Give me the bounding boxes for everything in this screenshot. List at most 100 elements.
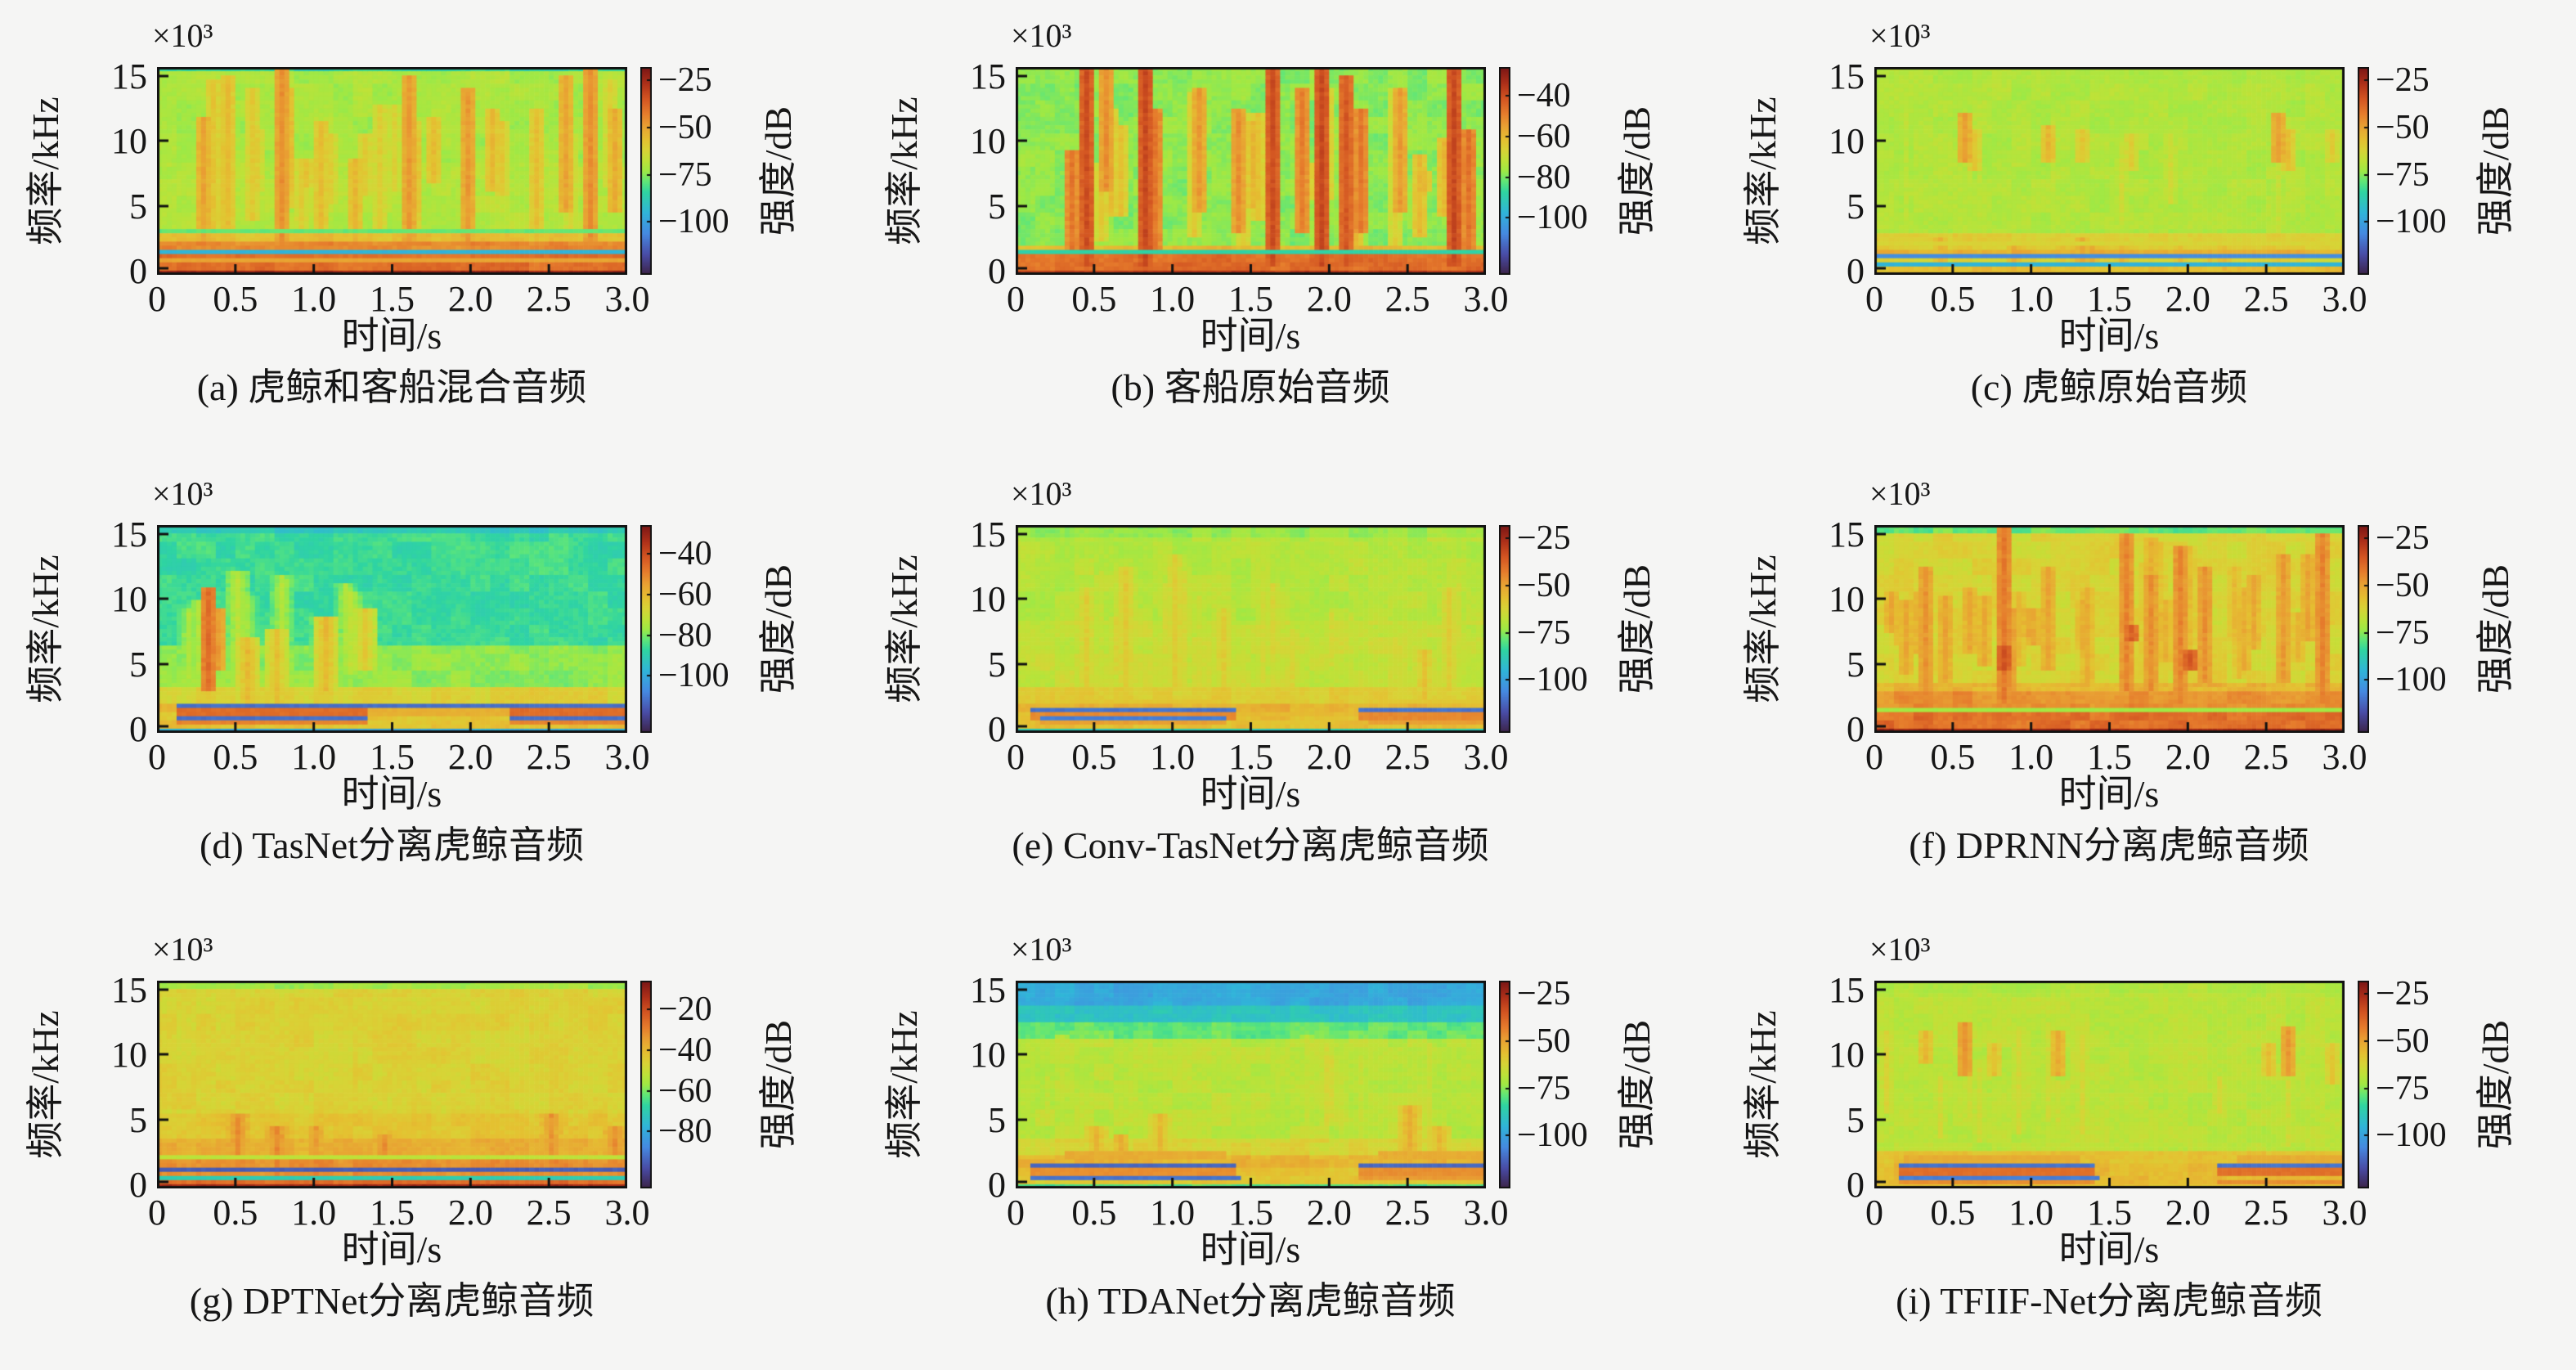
colorbar-tick-label: −75 bbox=[1517, 1069, 1571, 1107]
x-tick-label: 1.0 bbox=[2008, 1193, 2054, 1233]
x-tick-label: 0.5 bbox=[1930, 279, 1976, 319]
x-tick-label: 0 bbox=[1865, 279, 1883, 319]
x-tick-label: 2.0 bbox=[2165, 1193, 2210, 1233]
colorbar-tick-label: −100 bbox=[658, 657, 729, 695]
x-tick-label: 2.5 bbox=[2243, 279, 2289, 319]
colorbar-tick-label: −50 bbox=[1517, 1022, 1571, 1060]
y-tick-label: 10 bbox=[970, 1035, 1006, 1075]
colorbar bbox=[1499, 981, 1510, 1188]
y-tick-label: 5 bbox=[1847, 645, 1865, 685]
x-tick-label: 3.0 bbox=[604, 1193, 650, 1233]
y-tick-label: 15 bbox=[111, 56, 147, 97]
colorbar-tick-label: −100 bbox=[1517, 661, 1588, 699]
x-tick-label: 2.5 bbox=[2243, 1193, 2289, 1233]
x-tick-label: 1.5 bbox=[370, 1193, 415, 1233]
spectrogram-panel-i: ×10³ 频率/kHz 时间/s 强度/dB (i) TFIIF-Net分离虎鲸… bbox=[1717, 914, 2576, 1370]
panel-caption: (h) TDANet分离虎鲸音频 bbox=[1045, 1280, 1456, 1322]
x-tick-label: 1.0 bbox=[291, 279, 337, 319]
colorbar-tick-label: −40 bbox=[658, 534, 712, 573]
spectrogram-canvas bbox=[1874, 525, 2345, 733]
y-tick-label: 15 bbox=[1829, 56, 1865, 97]
x-tick-label: 1.5 bbox=[1228, 279, 1273, 319]
y-tick-label: 0 bbox=[129, 709, 147, 749]
spectrogram-canvas bbox=[1874, 981, 2345, 1188]
colorbar-tick-label: −80 bbox=[658, 616, 712, 654]
colorbar-tick-label: −80 bbox=[1517, 158, 1571, 196]
y-tick-label: 15 bbox=[970, 514, 1006, 555]
x-tick-label: 3.0 bbox=[604, 279, 650, 319]
colorbar bbox=[640, 981, 652, 1188]
colorbar-tick-label: −100 bbox=[1517, 199, 1588, 237]
x-tick-label: 0 bbox=[1007, 737, 1025, 777]
y-axis-exponent: ×10³ bbox=[152, 931, 213, 968]
panel-caption: (c) 虎鲸原始音频 bbox=[1970, 366, 2248, 408]
x-tick-label: 0 bbox=[148, 737, 166, 777]
panel-caption: (i) TFIIF-Net分离虎鲸音频 bbox=[1896, 1280, 2322, 1322]
y-tick-label: 0 bbox=[1847, 1165, 1865, 1205]
panel-caption: (d) TasNet分离虎鲸音频 bbox=[200, 824, 584, 866]
x-tick-label: 1.5 bbox=[370, 737, 415, 777]
colorbar-tick-label: −100 bbox=[2376, 1116, 2447, 1155]
y-tick-label: 10 bbox=[111, 121, 147, 161]
colorbar-label: 强度/dB bbox=[757, 106, 799, 236]
y-tick-label: 5 bbox=[129, 186, 147, 227]
y-tick-label: 10 bbox=[111, 579, 147, 619]
y-tick-label: 0 bbox=[988, 1165, 1006, 1205]
spectrogram-panel-b: ×10³ 频率/kHz 时间/s 强度/dB (b) 客船原始音频 15 10 5 0… bbox=[859, 0, 1717, 456]
colorbar bbox=[1499, 67, 1510, 275]
colorbar-label: 强度/dB bbox=[2475, 106, 2516, 236]
y-tick-label: 5 bbox=[129, 645, 147, 685]
colorbar-tick-label: −75 bbox=[2376, 155, 2430, 194]
colorbar-tick-label: −60 bbox=[658, 1071, 712, 1110]
y-tick-label: 5 bbox=[988, 186, 1006, 227]
colorbar bbox=[1499, 525, 1510, 733]
x-tick-label: 2.0 bbox=[1306, 737, 1352, 777]
x-tick-label: 1.0 bbox=[291, 737, 337, 777]
y-tick-label: 15 bbox=[111, 514, 147, 555]
y-tick-label: 10 bbox=[1829, 579, 1865, 619]
y-tick-label: 0 bbox=[129, 251, 147, 291]
x-tick-label: 1.0 bbox=[2008, 737, 2054, 777]
colorbar-tick-label: −50 bbox=[2376, 1022, 2430, 1060]
y-axis-exponent: ×10³ bbox=[1869, 17, 1931, 54]
x-axis-label: 时间/s bbox=[1200, 773, 1301, 815]
x-tick-label: 2.0 bbox=[447, 737, 493, 777]
y-tick-label: 0 bbox=[1847, 709, 1865, 749]
y-tick-label: 0 bbox=[988, 709, 1006, 749]
y-axis-exponent: ×10³ bbox=[1011, 17, 1072, 54]
spectrogram-canvas bbox=[1016, 525, 1486, 733]
x-tick-label: 0.5 bbox=[1930, 1193, 1976, 1233]
y-tick-label: 15 bbox=[111, 970, 147, 1010]
x-axis-label: 时间/s bbox=[341, 773, 442, 815]
x-axis-label: 时间/s bbox=[1200, 315, 1301, 357]
colorbar-tick-label: −40 bbox=[658, 1031, 712, 1069]
x-tick-label: 3.0 bbox=[1463, 279, 1509, 319]
y-axis-exponent: ×10³ bbox=[1869, 475, 1931, 512]
y-tick-label: 10 bbox=[970, 579, 1006, 619]
spectrogram-panel-a: ×10³ 频率/kHz 时间/s 强度/dB (a) 虎鲸和客船混合音频 15 1… bbox=[0, 0, 859, 456]
colorbar bbox=[640, 525, 652, 733]
x-tick-label: 0 bbox=[1865, 737, 1883, 777]
x-axis-label: 时间/s bbox=[2058, 1229, 2160, 1270]
colorbar-label: 强度/dB bbox=[1616, 1019, 1658, 1150]
x-tick-label: 0.5 bbox=[213, 737, 258, 777]
y-tick-label: 0 bbox=[1847, 251, 1865, 291]
colorbar-tick-label: −75 bbox=[1517, 613, 1571, 652]
x-tick-label: 3.0 bbox=[1463, 737, 1509, 777]
y-tick-label: 5 bbox=[1847, 1100, 1865, 1140]
y-tick-label: 15 bbox=[970, 56, 1006, 97]
colorbar-label: 强度/dB bbox=[1616, 106, 1658, 236]
panel-caption: (e) Conv-TasNet分离虎鲸音频 bbox=[1012, 824, 1489, 866]
colorbar-tick-label: −20 bbox=[658, 990, 712, 1028]
y-axis-exponent: ×10³ bbox=[1869, 931, 1931, 968]
colorbar-tick-label: −75 bbox=[2376, 613, 2430, 652]
x-tick-label: 2.5 bbox=[526, 279, 572, 319]
x-tick-label: 3.0 bbox=[2322, 737, 2367, 777]
spectrogram-panel-c: ×10³ 频率/kHz 时间/s 强度/dB (c) 虎鲸原始音频 15 10 5 0… bbox=[1717, 0, 2576, 456]
y-tick-label: 15 bbox=[970, 970, 1006, 1010]
x-tick-label: 2.0 bbox=[447, 279, 493, 319]
y-tick-label: 0 bbox=[129, 1165, 147, 1205]
x-tick-label: 0.5 bbox=[213, 279, 258, 319]
colorbar-tick-label: −50 bbox=[2376, 566, 2430, 604]
y-tick-label: 10 bbox=[1829, 1035, 1865, 1075]
